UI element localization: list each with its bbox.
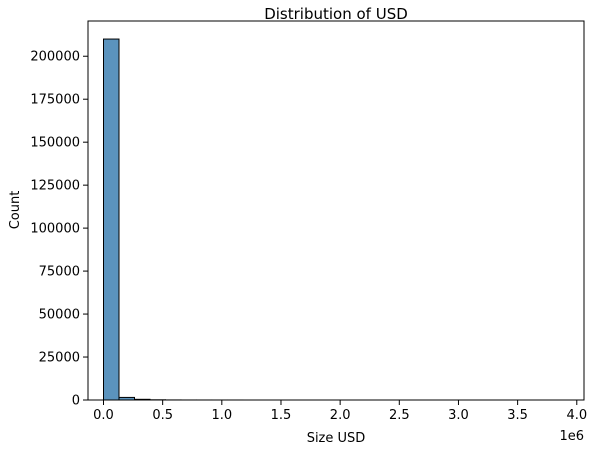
x-tick-label-4: 2.0 bbox=[330, 408, 351, 423]
x-tick-label-1: 0.5 bbox=[152, 408, 173, 423]
x-tick-label-8: 4.0 bbox=[566, 408, 587, 423]
histogram-bar-0 bbox=[103, 38, 120, 401]
x-axis-offset-label: 1e6 bbox=[559, 429, 584, 444]
chart-title: Distribution of USD bbox=[264, 5, 408, 23]
y-tick-label-0: 0 bbox=[72, 394, 80, 409]
x-axis-title: Size USD bbox=[307, 431, 366, 446]
y-tick-label-1: 25000 bbox=[39, 351, 80, 366]
x-axis-ticks: 0.0 0.5 1.0 1.5 2.0 2.5 3.0 3.5 4.0 bbox=[93, 400, 587, 423]
x-tick-label-0: 0.0 bbox=[93, 408, 114, 423]
y-axis-title: Count bbox=[8, 191, 23, 230]
y-tick-label-7: 175000 bbox=[30, 93, 80, 108]
y-tick-label-3: 75000 bbox=[39, 265, 80, 280]
x-tick-label-3: 1.5 bbox=[271, 408, 292, 423]
y-tick-label-2: 50000 bbox=[39, 308, 80, 323]
x-tick-label-2: 1.0 bbox=[211, 408, 232, 423]
x-tick-label-6: 3.0 bbox=[448, 408, 469, 423]
x-tick-label-7: 3.5 bbox=[507, 408, 528, 423]
y-tick-label-4: 100000 bbox=[30, 222, 80, 237]
x-tick-label-5: 2.5 bbox=[389, 408, 410, 423]
bar-group bbox=[103, 38, 244, 401]
y-tick-label-8: 200000 bbox=[30, 50, 80, 65]
plot-area-frame bbox=[87, 20, 585, 401]
y-axis-ticks: 0 25000 50000 75000 100000 125000 150000 175000… bbox=[30, 50, 88, 409]
y-tick-label-5: 125000 bbox=[30, 179, 80, 194]
y-tick-label-6: 150000 bbox=[30, 136, 80, 151]
